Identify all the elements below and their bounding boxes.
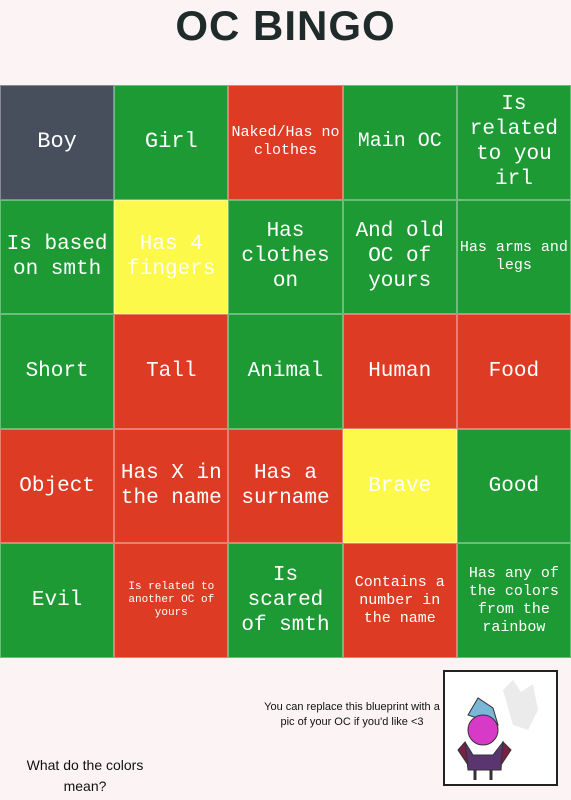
bingo-cell: Is related to another OC of yours xyxy=(114,543,229,658)
bingo-cell: Short xyxy=(0,314,115,429)
title: OC BINGO xyxy=(175,2,396,49)
bingo-cell: Good xyxy=(456,428,571,544)
bingo-cell: Animal xyxy=(228,314,343,429)
bingo-cell: Has a surname xyxy=(228,428,343,544)
bingo-cell: And old OC of yours xyxy=(342,199,457,315)
bingo-cell: Evil xyxy=(0,543,115,658)
bingo-cell: Main OC xyxy=(342,85,457,200)
bingo-cell: Human xyxy=(342,314,457,429)
bingo-cell: Girl xyxy=(114,85,229,200)
bingo-cell: Naked/Has no clothes xyxy=(228,85,343,200)
bingo-cell: Contains a number in the name xyxy=(342,543,457,658)
bingo-cell: Is scared of smth xyxy=(228,543,343,658)
bingo-cell: Is related to you irl xyxy=(456,85,571,200)
bingo-cell: Has 4 fingers xyxy=(114,199,229,315)
note: You can replace this blueprint with a pi… xyxy=(264,701,440,728)
bingo-cell: Tall xyxy=(114,314,229,429)
bingo-cell: Boy xyxy=(0,85,115,200)
oc-picture xyxy=(443,670,558,786)
bingo-cell: Food xyxy=(456,314,571,429)
bingo-cell: Brave xyxy=(342,428,457,544)
bingo-cell: Has clothes on xyxy=(228,199,343,315)
bingo-cell: Is based on smth xyxy=(0,199,115,315)
bingo-grid: Boy Girl Naked/Has no clothes Main OC Is rel… xyxy=(0,85,571,658)
legend-prompt: What do the colors mean? xyxy=(26,757,144,794)
bingo-cell: Object xyxy=(0,428,115,544)
bingo-cell: Has X in the name xyxy=(114,428,229,544)
bingo-cell: Has arms and legs xyxy=(456,199,571,315)
bingo-cell: Has any of the colors from the rainbow xyxy=(456,543,571,658)
